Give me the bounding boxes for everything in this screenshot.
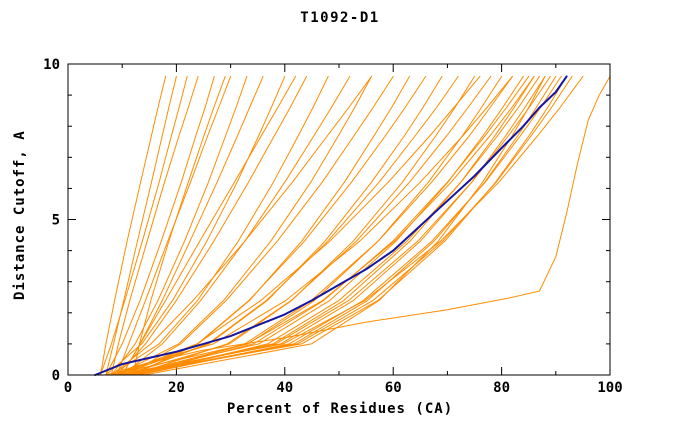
x-axis-label: Percent of Residues (CA) — [226, 401, 454, 417]
series-m03 — [100, 75, 188, 376]
series-m02 — [105, 75, 177, 376]
plot-border — [67, 63, 611, 376]
series-m07 — [110, 75, 248, 376]
series-m26 — [138, 75, 540, 376]
series-m04 — [110, 75, 199, 376]
series-m10 — [116, 75, 307, 376]
x-tick-label: 0 — [64, 380, 72, 396]
series-highlighted-model — [94, 75, 568, 376]
y-tick-label: 0 — [52, 368, 60, 384]
series-m14 — [127, 75, 394, 376]
chart-title: T1092-D1 — [300, 10, 380, 26]
series-m17 — [116, 75, 443, 376]
series-m18 — [127, 75, 459, 376]
series-m40 — [132, 75, 226, 376]
series-m22 — [138, 75, 513, 376]
series-m06 — [116, 75, 232, 376]
series-m29 — [127, 75, 557, 376]
series-m30 — [138, 75, 562, 376]
series-m19 — [121, 75, 475, 376]
x-tick-label: 80 — [493, 380, 510, 396]
series-m37 — [116, 75, 481, 376]
series-m24 — [132, 75, 530, 376]
x-tick-label: 60 — [385, 380, 402, 396]
series-m41-outlier — [110, 75, 611, 376]
series-m33 — [116, 75, 584, 376]
y-tick-label: 10 — [43, 57, 60, 73]
x-tick-label: 100 — [597, 380, 622, 396]
y-axis-label: Distance Cutoff, A — [12, 130, 28, 300]
series-m39 — [121, 75, 297, 376]
series-m38 — [110, 75, 372, 376]
series-m34 — [143, 75, 546, 376]
y-tick-label: 5 — [52, 213, 60, 229]
series-m09 — [105, 75, 286, 376]
x-tick-label: 40 — [276, 380, 293, 396]
series-m05 — [105, 75, 215, 376]
series-m32 — [132, 75, 573, 376]
series-m01 — [100, 75, 167, 376]
series-m16 — [132, 75, 427, 376]
series-m12 — [121, 75, 351, 376]
series-m25 — [127, 75, 535, 376]
series-m31 — [121, 75, 568, 376]
series-m20 — [132, 75, 492, 376]
series-m23 — [121, 75, 524, 376]
series-m35 — [110, 75, 535, 376]
x-tick-label: 20 — [168, 380, 185, 396]
series-m13 — [116, 75, 372, 376]
series-m11 — [110, 75, 329, 376]
